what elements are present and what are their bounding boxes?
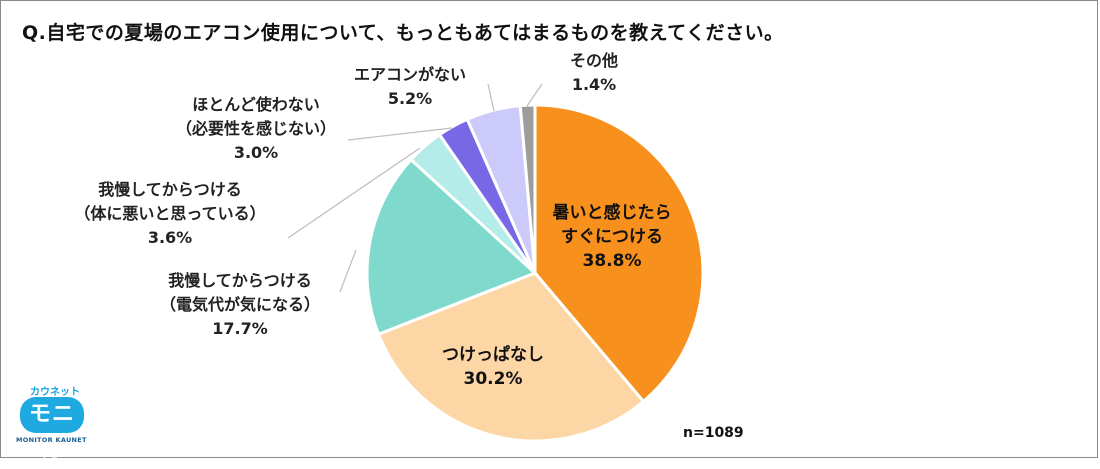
slice-category-label: つけっぱなし — [442, 344, 544, 365]
pie-slice-3 — [365, 157, 538, 337]
pie-slice-1 — [533, 103, 705, 404]
slice-category-label: （必要性を感じない） — [176, 119, 336, 138]
monika-logo: カウネット モニカ MONITOR KAUNET — [16, 383, 88, 463]
question-title: Q.自宅での夏場のエアコン使用について、もっともあてはまるものを教えてください。 — [22, 22, 784, 44]
sample-size: n=1089 — [683, 425, 744, 441]
slice-value-label: 38.8% — [583, 251, 642, 271]
slice-value-label: 3.0% — [234, 143, 278, 162]
slice-label-4: 我慢してからつける （体に悪いと思っている） 3.6% — [74, 180, 265, 247]
pie-slices — [365, 103, 705, 443]
chart-frame — [0, 0, 1098, 458]
slice-category-label: （電気代が気になる） — [160, 295, 320, 314]
logo-badge: モニカ — [20, 397, 84, 463]
slice-category-label: 我慢してからつける — [98, 180, 242, 199]
slice-label-7: その他 1.4% — [570, 51, 618, 94]
leader-line-7 — [526, 83, 543, 107]
slice-value-label: 5.2% — [388, 89, 432, 108]
slice-labels: 暑いと感じたらすぐにつける 38.8% つけっぱなし 30.2% 我慢してからつける （電… — [74, 51, 671, 389]
slice-label-5: ほとんど使わない （必要性を感じない） 3.0% — [176, 95, 336, 162]
leader-line-4 — [287, 147, 421, 239]
slice-category-label: ほとんど使わない — [192, 95, 320, 114]
leader-line-6 — [487, 83, 495, 112]
slice-label-6: エアコンがない 5.2% — [354, 65, 466, 108]
slice-category-label: （体に悪いと思っている） — [74, 204, 265, 223]
slice-value-label: 17.7% — [212, 319, 268, 338]
slice-category-label: その他 — [570, 51, 618, 70]
leader-lines — [287, 83, 543, 293]
leader-line-3 — [339, 249, 357, 293]
slice-label-1: 暑いと感じたらすぐにつける 38.8% — [553, 202, 672, 271]
slice-category-label: すぐにつける — [561, 227, 663, 247]
slice-value-label: 30.2% — [464, 369, 523, 389]
logo-top-text: カウネット — [30, 387, 80, 398]
slice-category-label: 我慢してからつける — [168, 271, 312, 290]
slice-category-label: 暑いと感じたら — [553, 202, 672, 223]
slice-value-label: 1.4% — [572, 75, 616, 94]
logo-bottom-text: MONITOR KAUNET — [16, 436, 87, 444]
pie-slice-2 — [376, 271, 646, 443]
slice-value-label: 3.6% — [148, 228, 192, 247]
slice-label-3: 我慢してからつける （電気代が気になる） 17.7% — [160, 271, 320, 338]
slice-label-2: つけっぱなし 30.2% — [442, 344, 544, 389]
slice-category-label: エアコンがない — [354, 65, 466, 84]
leader-line-5 — [347, 127, 453, 141]
